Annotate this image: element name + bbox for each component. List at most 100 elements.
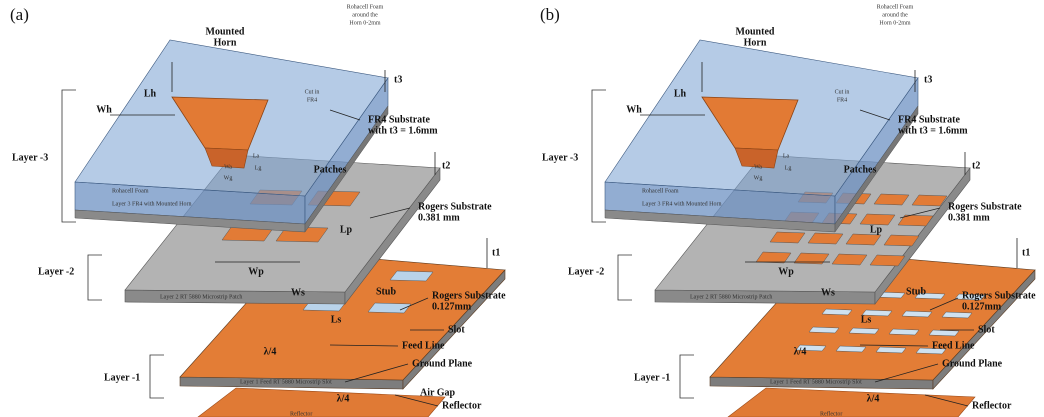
wp-label: Wp (248, 266, 264, 277)
layer1-label: Layer -1 (634, 372, 670, 383)
reflector-label: Reflector (972, 400, 1012, 411)
wg-label: Wg (224, 175, 233, 181)
horn-throat (734, 147, 779, 169)
patch (873, 193, 910, 206)
patch (807, 232, 844, 245)
patch (831, 253, 868, 266)
layer-bracket (591, 89, 606, 223)
patch (869, 254, 906, 267)
t3-label: t3 (924, 74, 932, 85)
patches-label: Patches (314, 164, 347, 175)
lg-label: Lg (255, 165, 262, 171)
foam-label: Rohacell Foam (347, 4, 384, 10)
patch (793, 252, 830, 265)
lp-label: Lp (870, 224, 883, 235)
layer-bracket (679, 354, 694, 399)
wa-label: Wa (224, 164, 232, 170)
leader-line (369, 207, 411, 219)
stub-label: Stub (906, 286, 926, 297)
lg-label: Lg (785, 165, 792, 171)
slot (901, 310, 933, 318)
patch (769, 231, 806, 244)
foam-side-label: Rohacell Foam (642, 188, 679, 194)
ls-label: Ls (331, 314, 342, 325)
wh-label: Wh (96, 104, 112, 115)
patch (755, 251, 792, 264)
cut-label: Cut in (835, 89, 850, 95)
t1-label: t1 (1022, 247, 1030, 258)
foam-label: around the (352, 12, 378, 18)
layer1-name-label: Layer 1 Feed RT 5880 Microstrip Slot (770, 379, 862, 385)
leader-line (924, 394, 969, 407)
ws-label: Ws (291, 287, 305, 298)
leader-line (874, 363, 939, 383)
layer-3-base-side (304, 105, 389, 233)
layer3-label: Layer -3 (542, 152, 578, 163)
leader-line (329, 109, 361, 121)
slot (941, 311, 973, 319)
air-label: Air Gap (420, 387, 456, 398)
label-label: (b) (540, 5, 560, 24)
lp-label: Lp (340, 224, 353, 235)
cut-label: Cut in (305, 89, 320, 95)
rogers1-label: 0.127mm (962, 301, 1002, 312)
slot-label: Slot (978, 324, 995, 335)
reflector-name-label: Reflector (820, 410, 842, 417)
fr4-label: FR4 Substrate (898, 114, 961, 125)
slot (835, 345, 867, 353)
rogers2-label: Rogers Substrate (418, 201, 492, 212)
layer2-name-label: Layer 2 RT 5880 Microstrip Patch (160, 294, 242, 300)
layer3-name-label: Layer 3 FR4 with Mounted Horn (112, 201, 192, 207)
patches-label: Patches (844, 164, 877, 175)
foam-label: Horn 0-2mm (879, 20, 910, 26)
leader-line (859, 344, 929, 347)
lambda-gap-label: λ/4 (867, 393, 880, 404)
slot (808, 326, 840, 334)
rogers1-label: Rogers Substrate (432, 290, 506, 301)
slot (389, 270, 434, 282)
horn-label: Horn (744, 37, 767, 48)
foam-label: around the (882, 12, 908, 18)
reflector-label: Reflector (442, 400, 482, 411)
reflector-plate (727, 387, 976, 417)
stub-label: Stub (376, 286, 396, 297)
slot (875, 346, 907, 354)
rogers1-label: 0.127mm (432, 301, 472, 312)
layer2-label: Layer -2 (38, 266, 74, 277)
slot (914, 292, 946, 300)
slot (915, 347, 947, 355)
lambda-gap-label: λ/4 (337, 393, 350, 404)
la-label: La (783, 153, 790, 159)
slot (848, 327, 880, 335)
fr4-label: with t3 = 1.6mm (898, 125, 968, 136)
ground-label: Ground Plane (942, 358, 1003, 369)
leader-line (394, 394, 439, 407)
foam-side-label: Rohacell Foam (112, 188, 149, 194)
horn-label: Mounted (206, 26, 245, 37)
wp-label: Wp (778, 266, 794, 277)
patch (897, 214, 934, 227)
wg-label: Wg (754, 175, 763, 181)
layer1-label: Layer -1 (104, 372, 140, 383)
leader-line (344, 363, 409, 383)
patch (859, 213, 896, 226)
patch (845, 233, 882, 246)
leader-line (329, 344, 399, 347)
slot (954, 293, 986, 301)
cut-label: FR4 (307, 97, 317, 103)
feed-label: Feed Line (932, 340, 975, 351)
rogers2-label: 0.381 mm (948, 212, 990, 223)
leader-line (399, 297, 429, 311)
ground-label: Ground Plane (412, 358, 473, 369)
ls-label: Ls (861, 314, 872, 325)
t3-label: t3 (394, 74, 402, 85)
rogers2-label: 0.381 mm (418, 212, 460, 223)
layer-bracket (617, 254, 632, 301)
layer3-label: Layer -3 (12, 152, 48, 163)
slot (928, 329, 960, 337)
layer-bracket (61, 89, 76, 223)
slot (367, 302, 412, 314)
slot (821, 308, 853, 316)
layer-bracket (149, 354, 164, 399)
feed-label: Feed Line (402, 340, 445, 351)
